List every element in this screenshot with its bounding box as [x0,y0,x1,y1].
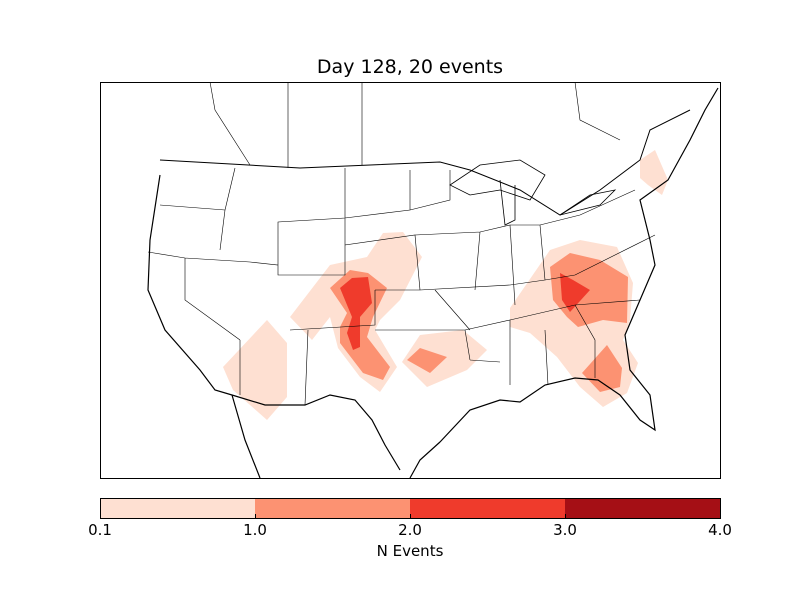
colorbar-tick: 4.0 [708,521,732,539]
contour-high-central [340,277,372,350]
contours [223,150,668,420]
contour-mid-oklahoma [407,348,447,373]
state-lines [147,167,656,406]
colorbar-frame [100,498,721,519]
colorbar-segment-3 [410,498,565,518]
colorbar-tick: 0.1 [88,521,112,539]
colorbar-segment-4 [565,498,720,518]
canada-border [159,109,691,216]
coastline [147,87,719,479]
province-lines [209,81,621,168]
map-title: Day 128, 20 events [316,56,504,78]
colorbar [100,498,721,519]
colorbar-segment-2 [255,498,410,518]
great-lakes [449,159,617,226]
contour-high-southeast [560,273,590,312]
boundaries [147,81,719,479]
colorbar-tick: 1.0 [243,521,267,539]
map-frame [100,82,721,479]
colorbar-tick: 2.0 [398,521,422,539]
colorbar-tick: 3.0 [553,521,577,539]
contour-low-newengland [640,150,668,195]
colorbar-segment-1 [100,498,255,518]
colorbar-label: N Events [376,542,444,560]
contour-low-arizona [223,320,287,420]
contour-mid-florida [582,345,622,392]
colorbar-ticks [255,514,566,518]
